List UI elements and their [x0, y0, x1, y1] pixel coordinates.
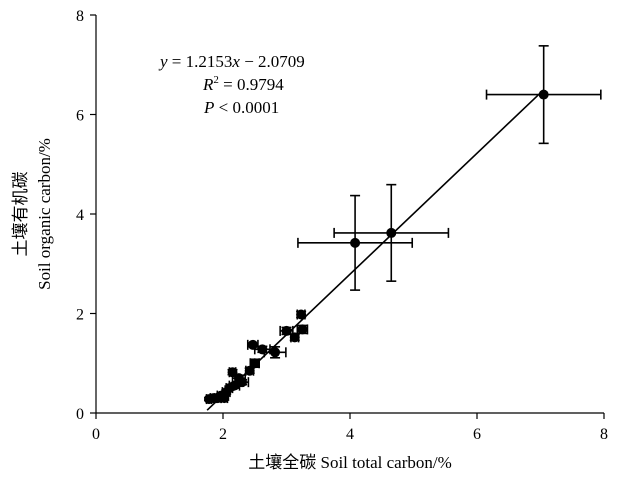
- data-point: [227, 367, 238, 378]
- data-points-layer: [204, 45, 602, 405]
- point-marker: [296, 309, 307, 320]
- data-point: [296, 309, 307, 320]
- data-point: [485, 45, 602, 145]
- x-tick-label: 4: [346, 426, 354, 443]
- data-point: [246, 339, 259, 350]
- y-axis-title-en: Soil organic carbon/%: [35, 138, 54, 290]
- point-marker: [281, 325, 292, 336]
- axes: 0 2 4 6 8 0 2 4 6 8: [76, 8, 608, 443]
- y-tick-label: 2: [76, 307, 84, 324]
- regression-line-layer: [206, 89, 545, 411]
- y-ticks: 0 2 4 6 8: [76, 8, 96, 423]
- data-point: [297, 194, 414, 291]
- data-point: [263, 346, 287, 359]
- y-tick-label: 6: [76, 108, 84, 125]
- equation-text: y = 1.2153x − 2.0709: [158, 52, 305, 71]
- y-tick-label: 4: [76, 207, 84, 224]
- y-axis-title-cn: 土壤有机碳: [10, 172, 30, 257]
- point-marker: [249, 358, 260, 369]
- x-tick-label: 0: [92, 426, 100, 443]
- data-point: [244, 365, 255, 376]
- data-point: [279, 325, 294, 336]
- point-marker: [244, 365, 255, 376]
- regression-annotation: y = 1.2153x − 2.0709 R2 = 0.9794 P < 0.0…: [158, 52, 305, 117]
- regression-line: [206, 89, 545, 411]
- x-tick-label: 2: [219, 426, 227, 443]
- point-marker: [297, 324, 308, 335]
- data-point: [204, 394, 215, 405]
- x-ticks: 0 2 4 6 8: [92, 413, 608, 443]
- point-marker: [386, 227, 397, 238]
- r-squared-text: R2 = 0.9794: [202, 74, 284, 94]
- point-marker: [227, 367, 238, 378]
- point-marker: [538, 89, 549, 100]
- y-axis-title: 土壤有机碳 Soil organic carbon/%: [10, 138, 54, 290]
- x-tick-label: 6: [473, 426, 481, 443]
- point-marker: [204, 394, 215, 405]
- point-marker: [247, 339, 258, 350]
- data-point: [333, 183, 450, 282]
- y-tick-label: 8: [76, 8, 84, 25]
- x-tick-label: 8: [600, 426, 608, 443]
- point-marker: [350, 237, 361, 248]
- p-value-text: P < 0.0001: [203, 98, 279, 117]
- data-point: [296, 324, 309, 335]
- x-axis-title: 土壤全碳 Soil total carbon/%: [248, 452, 452, 472]
- point-marker: [270, 347, 281, 358]
- y-tick-label: 0: [76, 406, 84, 423]
